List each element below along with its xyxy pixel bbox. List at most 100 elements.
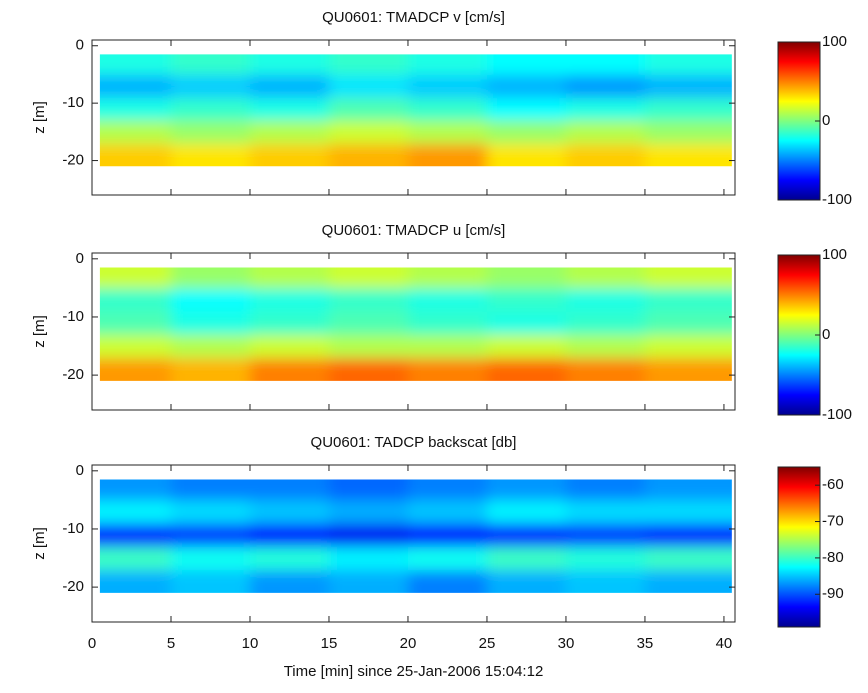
cell	[565, 546, 646, 571]
x-tick-label: 10	[242, 635, 259, 652]
cell	[328, 54, 409, 75]
plot-frame	[91, 39, 736, 196]
cell	[170, 97, 251, 121]
cell	[170, 523, 251, 547]
cell	[328, 499, 409, 524]
cell	[170, 74, 251, 98]
y-tick-label: -20	[62, 366, 84, 383]
y-tick-label: -20	[62, 578, 84, 595]
cell	[99, 499, 172, 524]
colorbar-tick-label: -70	[822, 513, 844, 530]
cell	[644, 54, 732, 75]
cell	[486, 357, 567, 381]
cell	[565, 479, 646, 501]
cell	[644, 120, 732, 144]
cell	[328, 120, 409, 144]
cell	[407, 357, 488, 381]
colorbar	[777, 466, 821, 628]
cell	[328, 97, 409, 121]
cell	[249, 74, 330, 98]
cell	[644, 546, 732, 571]
cell	[486, 499, 567, 524]
cell	[644, 499, 732, 524]
cell	[249, 569, 330, 593]
heatmap-cells	[99, 54, 732, 167]
cell	[486, 334, 567, 359]
x-tick-label: 15	[321, 635, 338, 652]
cell	[328, 569, 409, 593]
cell	[328, 143, 409, 167]
cell	[249, 287, 330, 312]
cell	[565, 54, 646, 75]
colorbar-tick-label: -100	[822, 406, 852, 423]
cell	[407, 287, 488, 312]
cell	[565, 287, 646, 312]
cell	[565, 311, 646, 335]
cell	[328, 357, 409, 381]
heatmap	[99, 267, 732, 381]
cell	[99, 143, 172, 167]
cell	[644, 569, 732, 593]
cell	[565, 74, 646, 98]
cell	[170, 569, 251, 593]
cell	[249, 143, 330, 167]
cell	[99, 479, 172, 501]
cell	[170, 357, 251, 381]
x-axis-label: Time [min] since 25-Jan-2006 15:04:12	[284, 663, 544, 680]
colorbar-tick-label: -60	[822, 476, 844, 493]
cell	[99, 97, 172, 121]
plot-frame	[91, 252, 736, 411]
cell	[99, 546, 172, 571]
cell	[249, 54, 330, 75]
cell	[170, 120, 251, 144]
y-axis-label: z [m]	[31, 527, 48, 560]
cell	[99, 267, 172, 289]
y-axis-label: z [m]	[31, 315, 48, 348]
cell	[407, 569, 488, 593]
y-tick-label: -10	[62, 308, 84, 325]
cell	[407, 479, 488, 501]
cell	[99, 334, 172, 359]
colorbar	[777, 41, 821, 201]
cell	[170, 334, 251, 359]
cell	[249, 479, 330, 501]
cell	[249, 523, 330, 547]
cell	[644, 97, 732, 121]
colorbar-tick-label: 100	[822, 246, 847, 263]
colorbar-tick-label: -90	[822, 585, 844, 602]
panel-title: QU0601: TMADCP u [cm/s]	[322, 222, 506, 239]
x-tick-label: 30	[558, 635, 575, 652]
cell	[565, 143, 646, 167]
y-tick-label: 0	[76, 462, 84, 479]
cell	[99, 54, 172, 75]
cell	[99, 74, 172, 98]
cell	[170, 287, 251, 312]
cell	[565, 97, 646, 121]
cell	[486, 120, 567, 144]
cell	[328, 523, 409, 547]
cell	[565, 334, 646, 359]
cell	[644, 357, 732, 381]
cell	[170, 546, 251, 571]
cell	[486, 97, 567, 121]
cell	[644, 143, 732, 167]
cell	[565, 569, 646, 593]
cell	[486, 74, 567, 98]
plot-frame	[91, 464, 736, 623]
cell	[486, 546, 567, 571]
x-tick-label: 20	[400, 635, 417, 652]
cell	[407, 54, 488, 75]
y-tick-label: -10	[62, 94, 84, 111]
cell	[249, 499, 330, 524]
cell	[328, 287, 409, 312]
cell	[170, 499, 251, 524]
colorbar-tick-label: -100	[822, 191, 852, 208]
x-tick-label: 25	[479, 635, 496, 652]
cell	[644, 523, 732, 547]
cell	[486, 311, 567, 335]
colorbar-tick-label: -80	[822, 549, 844, 566]
cell	[99, 120, 172, 144]
cell	[170, 311, 251, 335]
cell	[407, 311, 488, 335]
